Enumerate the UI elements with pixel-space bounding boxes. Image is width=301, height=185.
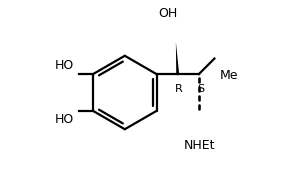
Text: OH: OH	[158, 7, 178, 20]
Text: HO: HO	[55, 59, 74, 72]
Text: NHEt: NHEt	[183, 139, 215, 152]
Text: Me: Me	[219, 69, 238, 82]
Text: R: R	[175, 84, 183, 94]
Text: HO: HO	[55, 113, 74, 126]
Polygon shape	[176, 42, 179, 74]
Text: S: S	[197, 84, 204, 94]
